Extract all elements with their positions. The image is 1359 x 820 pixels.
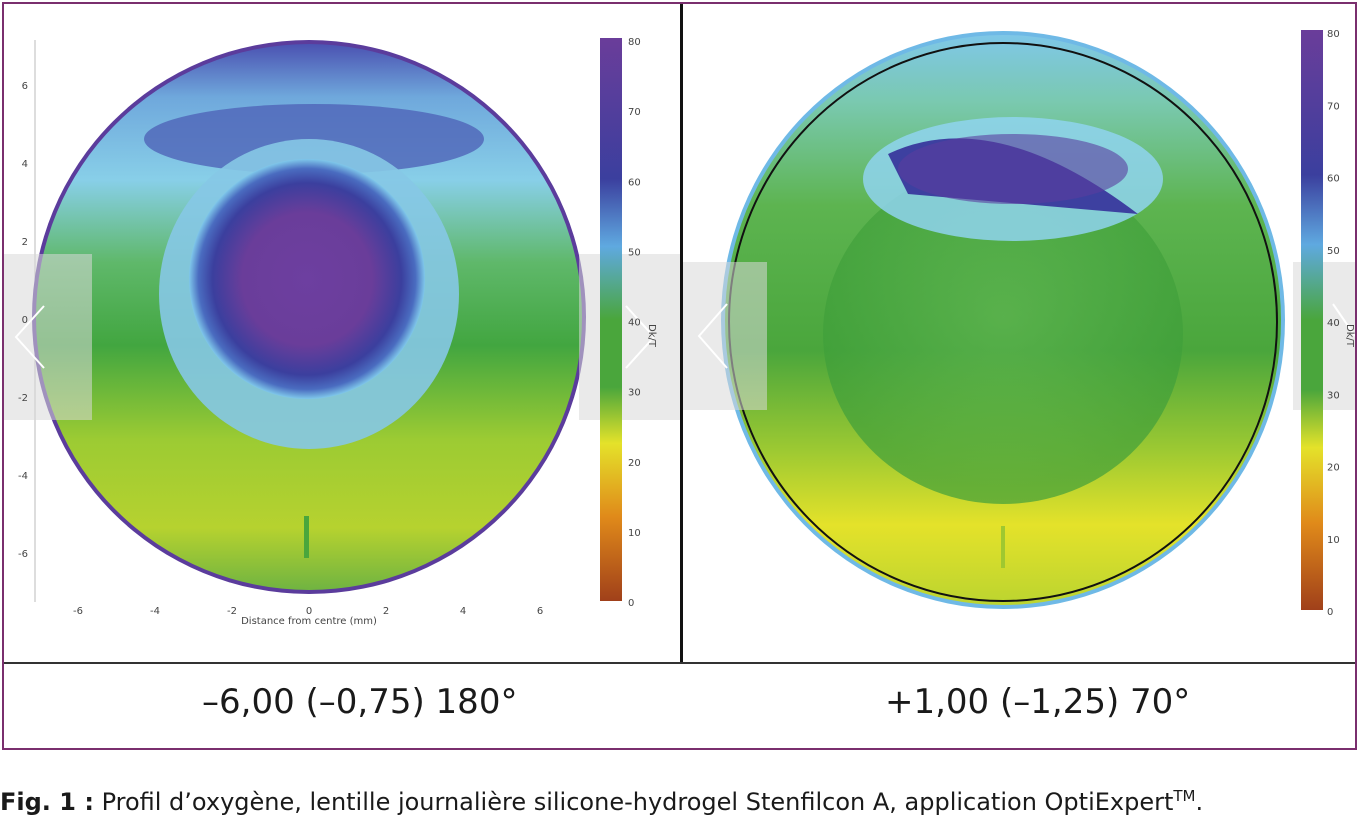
x-tick-label: -2 [227,606,237,617]
colorbar-tick-label: 70 [1327,101,1340,112]
colorbar-tick-label: 30 [628,388,641,399]
colorbar-tick-label: 50 [628,247,641,258]
y-tick-label: 2 [22,237,28,248]
x-tick-label: 2 [383,606,389,617]
y-tick-label: 6 [22,81,28,92]
colorbar-tick-label: 40 [628,318,641,329]
x-tick-label: 0 [306,606,312,617]
colorbar-tick-label: 0 [1327,607,1333,618]
colorbar-tick-label: 0 [628,598,634,609]
y-tick-label: -6 [18,549,28,560]
y-tick-label: -4 [18,471,28,482]
right-panel: 80 70 60 50 40 30 20 10 0 Dk/T [683,4,1355,662]
y-tick-label: -2 [18,393,28,404]
colorbar-tick-label: 10 [628,528,641,539]
figure-frame [2,2,1357,750]
panel-divider [680,4,683,664]
right-colorbar [1301,30,1323,610]
colorbar-tick-label: 40 [1327,318,1340,329]
figure-caption: Fig. 1 : Profil d’oxygène, lentille jour… [0,787,1203,816]
right-colorbar-label: Dk/T [1344,324,1355,348]
right-prescription-label: +1,00 (–1,25) 70° [885,682,1191,722]
x-tick-label: 4 [460,606,466,617]
colorbar-tick-label: 10 [1327,535,1340,546]
left-colorbar-label: Dk/T [646,324,657,348]
x-tick-label: -6 [73,606,83,617]
figure-caption-text: Profil d’oxygène, lentille journalière s… [93,788,1174,816]
left-colorbar [600,38,622,601]
colorbar-tick-label: 60 [1327,174,1340,185]
colorbar-tick-label: 50 [1327,246,1340,257]
figure-caption-prefix: Fig. 1 : [0,788,94,816]
colorbar-tick-label: 60 [628,177,641,188]
right-heatmap: 80 70 60 50 40 30 20 10 0 Dk/T [683,29,1355,618]
colorbar-tick-label: 20 [1327,463,1340,474]
figure-caption-superscript: TM [1173,787,1196,805]
x-axis-label: Distance from centre (mm) [241,616,377,627]
figure-caption-suffix: . [1195,788,1204,816]
colorbar-tick-label: 30 [1327,390,1340,401]
left-prescription-label: –6,00 (–0,75) 180° [202,682,518,722]
x-tick-label: 6 [537,606,543,617]
left-panel: 80 70 60 50 40 30 20 10 0 Dk/T 6 4 2 0 -2 -4 -6 -6 -4 -2… [4,4,680,662]
x-tick-label: -4 [150,606,160,617]
colorbar-tick-label: 80 [1327,29,1340,40]
y-tick-label: 0 [22,315,28,326]
colorbar-tick-label: 80 [628,37,641,48]
panel-bottom-rule [4,662,1355,664]
colorbar-tick-label: 20 [628,458,641,469]
colorbar-tick-label: 70 [628,107,641,118]
y-tick-label: 4 [22,159,28,170]
